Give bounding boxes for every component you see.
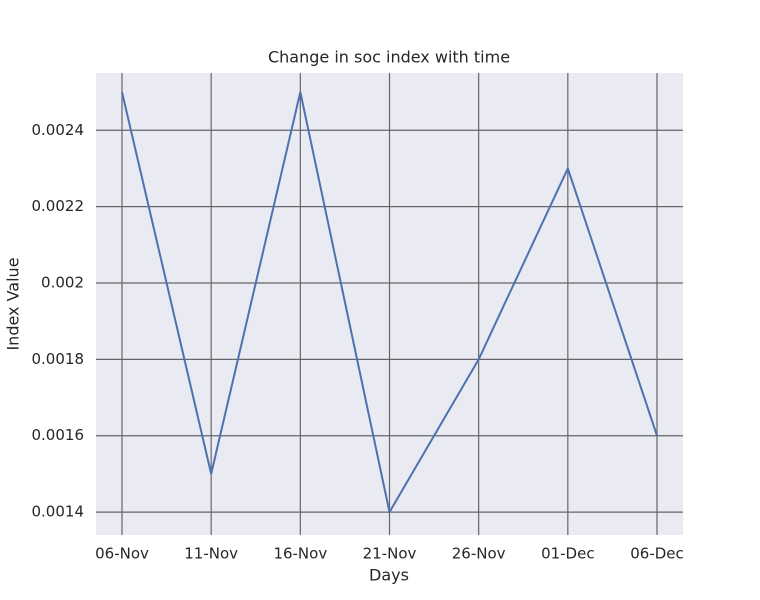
x-tick-label: 06-Dec [630, 545, 684, 563]
y-tick-label: 0.0014 [32, 503, 85, 521]
y-tick-label: 0.0024 [32, 121, 85, 139]
y-tick-label: 0.002 [41, 274, 84, 292]
x-tick-label: 21-Nov [363, 545, 417, 563]
y-axis-label: Index Value [4, 257, 23, 350]
x-tick-label: 16-Nov [273, 545, 327, 563]
x-tick-label: 01-Dec [541, 545, 595, 563]
y-tick-label: 0.0018 [32, 350, 85, 368]
data-line [121, 91, 658, 515]
x-axis-label: Days [369, 566, 409, 585]
x-tick-label: 06-Nov [95, 545, 149, 563]
x-tick-label: 26-Nov [452, 545, 506, 563]
chart-title: Change in soc index with time [268, 48, 510, 67]
y-tick-label: 0.0022 [32, 197, 85, 215]
x-tick-label: 11-Nov [184, 545, 238, 563]
y-tick-label: 0.0016 [32, 426, 85, 444]
